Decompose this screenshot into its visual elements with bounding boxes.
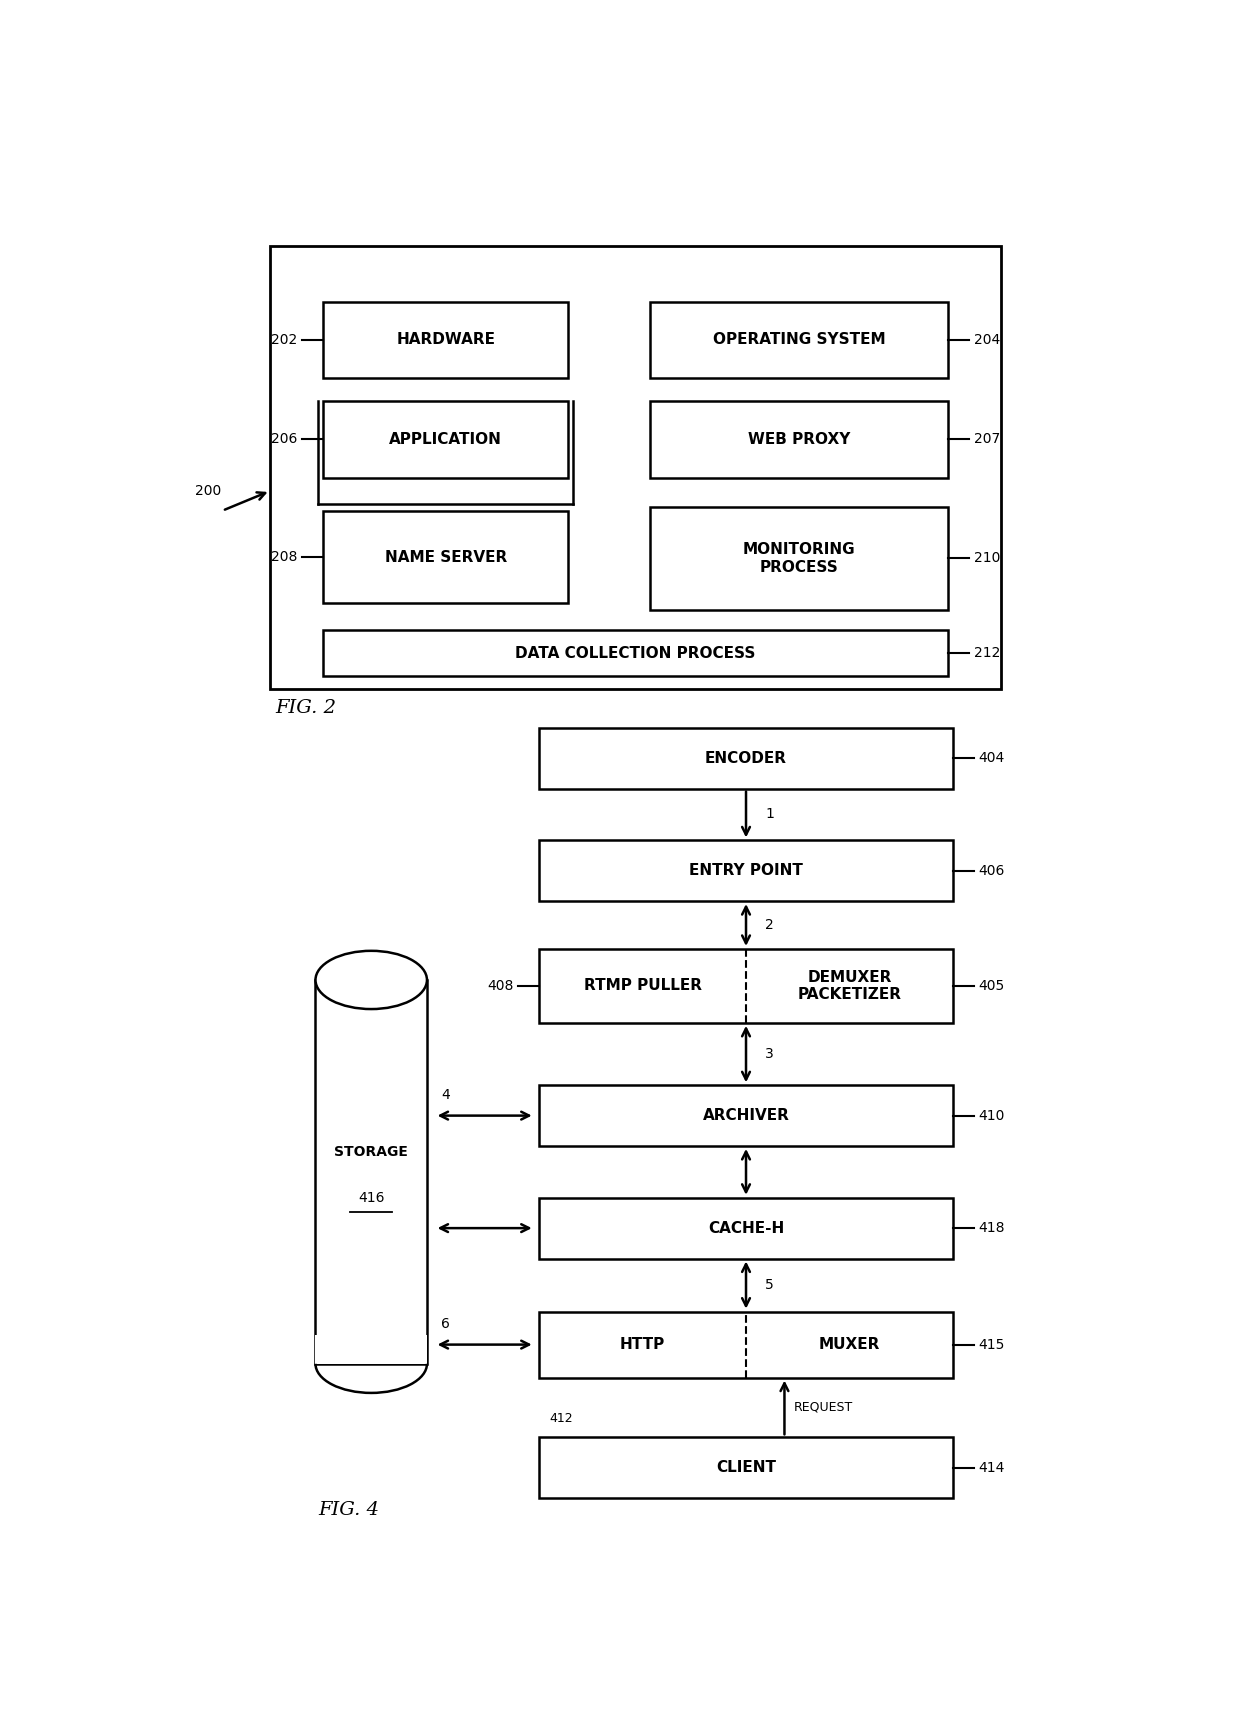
Text: REQUEST: REQUEST <box>794 1401 853 1415</box>
Text: DEMUXER
PACKETIZER: DEMUXER PACKETIZER <box>797 970 901 1002</box>
Bar <box>650 507 947 610</box>
Text: 406: 406 <box>978 863 1004 878</box>
Text: 416: 416 <box>358 1191 384 1205</box>
Text: ENCODER: ENCODER <box>706 751 787 765</box>
Text: STORAGE: STORAGE <box>335 1145 408 1159</box>
Bar <box>539 1085 952 1147</box>
Text: 2: 2 <box>765 918 774 932</box>
Bar <box>324 629 947 676</box>
Text: MUXER: MUXER <box>818 1337 880 1353</box>
Text: NAME SERVER: NAME SERVER <box>384 550 507 564</box>
Text: HARDWARE: HARDWARE <box>397 332 495 347</box>
Text: WEB PROXY: WEB PROXY <box>748 431 851 447</box>
Bar <box>315 980 427 1363</box>
Text: 5: 5 <box>765 1277 774 1293</box>
Text: 1: 1 <box>765 808 774 822</box>
Text: 212: 212 <box>973 646 1001 660</box>
Bar <box>324 401 568 478</box>
Bar <box>650 301 947 378</box>
Bar <box>539 949 952 1023</box>
Text: CACHE-H: CACHE-H <box>708 1220 784 1236</box>
Text: 414: 414 <box>978 1461 1004 1475</box>
Bar <box>539 841 952 901</box>
Text: 404: 404 <box>978 751 1004 765</box>
Text: 408: 408 <box>487 978 513 994</box>
Text: 204: 204 <box>973 333 999 347</box>
Text: 4: 4 <box>441 1088 450 1102</box>
Bar <box>539 1437 952 1499</box>
Text: ARCHIVER: ARCHIVER <box>703 1109 790 1123</box>
Text: HTTP: HTTP <box>620 1337 666 1353</box>
Bar <box>315 1334 427 1363</box>
Text: FIG. 2: FIG. 2 <box>275 698 336 717</box>
Bar <box>650 401 947 478</box>
Text: 206: 206 <box>270 431 298 447</box>
Bar <box>539 727 952 789</box>
Text: 3: 3 <box>765 1047 774 1061</box>
Bar <box>324 301 568 378</box>
Text: MONITORING
PROCESS: MONITORING PROCESS <box>743 541 856 574</box>
Text: 415: 415 <box>978 1337 1004 1351</box>
Text: 405: 405 <box>978 978 1004 994</box>
Bar <box>324 511 568 603</box>
Text: 210: 210 <box>973 552 1001 566</box>
Bar <box>539 1312 952 1377</box>
Bar <box>539 1198 952 1258</box>
Text: 410: 410 <box>978 1109 1004 1123</box>
Text: OPERATING SYSTEM: OPERATING SYSTEM <box>713 332 885 347</box>
Text: RTMP PULLER: RTMP PULLER <box>584 978 702 994</box>
Text: 418: 418 <box>978 1220 1006 1236</box>
Text: 202: 202 <box>272 333 298 347</box>
Text: 200: 200 <box>195 483 221 499</box>
Text: 412: 412 <box>549 1411 573 1425</box>
Text: 6: 6 <box>441 1317 450 1331</box>
Text: CLIENT: CLIENT <box>715 1459 776 1475</box>
Text: DATA COLLECTION PROCESS: DATA COLLECTION PROCESS <box>516 646 755 660</box>
Ellipse shape <box>315 951 427 1009</box>
Bar <box>270 246 1001 689</box>
Text: APPLICATION: APPLICATION <box>389 431 502 447</box>
Text: FIG. 4: FIG. 4 <box>319 1501 379 1520</box>
Text: 208: 208 <box>270 550 298 564</box>
Text: ENTRY POINT: ENTRY POINT <box>689 863 804 878</box>
Text: 207: 207 <box>973 431 999 447</box>
